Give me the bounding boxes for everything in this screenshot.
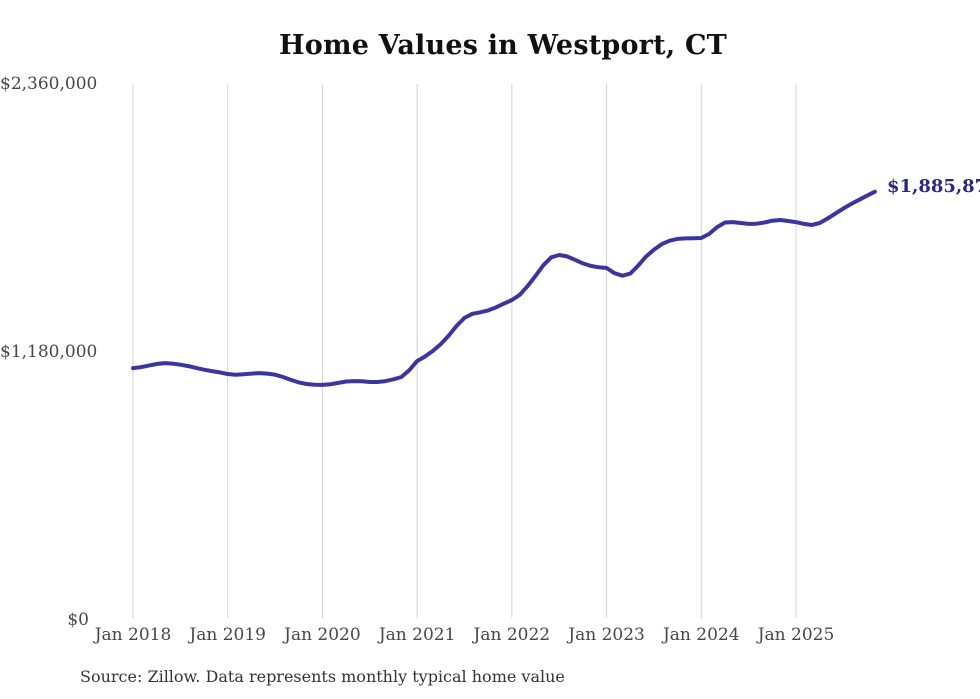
x-axis: Jan 2018 Jan 2019 Jan 2020 Jan 2021 Jan 2022… [0,624,980,648]
series-line [131,189,877,387]
x-tick-label: Jan 2023 [568,625,645,645]
y-axis: $0 $1,180,000 $2,360,000 [0,0,98,699]
y-tick-label: $2,360,000 [0,74,98,94]
x-tick-label: Jan 2020 [284,625,361,645]
x-tick-label: Jan 2022 [473,625,551,645]
x-tick-label: Jan 2025 [757,625,835,645]
y-tick-label: $1,180,000 [0,342,98,362]
latest-value-label: $1,885,875 [887,176,980,197]
x-tick-label: Jan 2021 [378,625,456,645]
x-tick-label: Jan 2018 [94,625,172,645]
chart-title: Home Values in Westport, CT [279,30,727,61]
x-tick-label: Jan 2024 [662,625,740,645]
x-tick-label: Jan 2019 [189,625,266,645]
source-note: Source: Zillow. Data represents monthly … [80,667,565,686]
y-tick-label: $0 [67,610,89,630]
